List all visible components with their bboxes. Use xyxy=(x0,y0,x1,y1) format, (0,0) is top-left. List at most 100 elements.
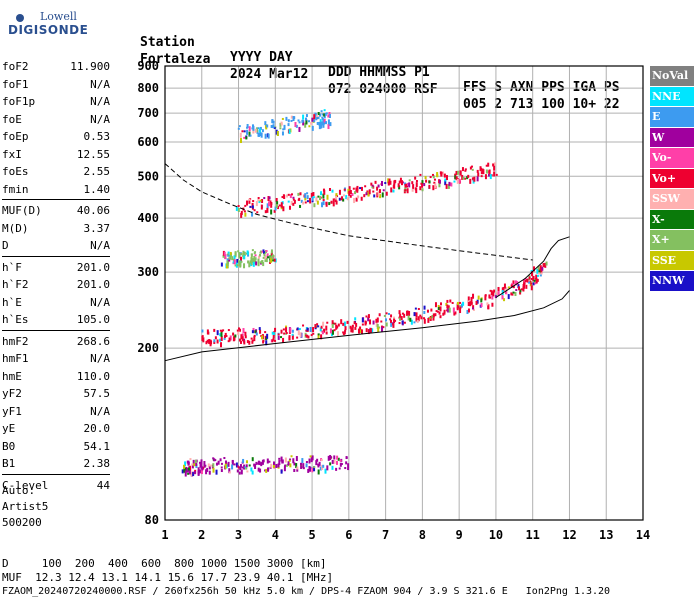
echo-point xyxy=(364,185,367,188)
echo-point xyxy=(258,201,261,204)
echo-point xyxy=(306,192,309,195)
echo-point xyxy=(255,332,258,336)
echo-point xyxy=(281,196,284,199)
echo-point xyxy=(540,269,543,274)
echo-point xyxy=(238,260,241,264)
header-row-1: Station YYYY DAY DDD HHMMSS P1 FFS S AXN… xyxy=(140,20,620,95)
echo-point xyxy=(259,250,262,254)
echo-point xyxy=(240,212,243,218)
echo-point xyxy=(461,167,464,172)
echo-point xyxy=(531,271,534,277)
echo-point xyxy=(455,176,458,181)
param-label: h`Es xyxy=(2,313,29,326)
echo-point xyxy=(278,457,281,460)
echo-point xyxy=(261,335,264,340)
echo-point xyxy=(484,295,487,301)
echo-point xyxy=(544,262,547,268)
echo-point xyxy=(237,466,240,469)
echo-point xyxy=(398,322,401,325)
echo-point xyxy=(261,459,264,465)
echo-point xyxy=(385,318,388,322)
echo-point xyxy=(243,251,246,256)
param-label: h`E xyxy=(2,295,22,309)
echo-point xyxy=(541,266,544,271)
echo-point xyxy=(393,180,396,185)
echo-point xyxy=(232,332,235,336)
echo-point xyxy=(293,116,296,120)
echo-point xyxy=(360,196,363,201)
echo-point xyxy=(277,463,280,468)
echo-point xyxy=(344,326,347,331)
echo-point xyxy=(285,194,288,198)
echo-point xyxy=(307,335,310,339)
plot-frame xyxy=(164,65,644,521)
echo-point xyxy=(269,260,272,264)
echo-point xyxy=(331,465,334,470)
echo-point xyxy=(244,204,247,207)
echo-point xyxy=(288,459,291,462)
echo-point xyxy=(335,467,338,471)
echo-point xyxy=(220,466,223,469)
echo-point xyxy=(312,327,315,333)
echo-point xyxy=(408,179,411,182)
echo-point xyxy=(328,202,331,206)
echo-point xyxy=(320,191,323,196)
echo-point xyxy=(308,458,311,464)
header-row-2: Fortaleza 2024 Mar12 072 024000 RSF 005 … xyxy=(140,37,620,112)
echo-point xyxy=(262,256,265,259)
echo-point xyxy=(471,168,474,171)
param-row: M(D) 3.37 xyxy=(2,220,110,238)
echo-point xyxy=(489,174,492,180)
echo-point xyxy=(294,121,297,127)
echo-point xyxy=(353,198,356,204)
echo-point xyxy=(246,252,249,255)
echo-point xyxy=(467,308,470,313)
echo-point xyxy=(327,114,330,118)
echo-point xyxy=(274,327,277,332)
echo-point xyxy=(281,459,284,464)
echo-point xyxy=(438,311,441,315)
echo-point xyxy=(404,183,407,188)
param-row: hmE 110.0 xyxy=(2,368,110,386)
echo-point xyxy=(253,252,256,255)
echo-point xyxy=(343,321,346,327)
echo-point xyxy=(266,253,269,259)
echo-point xyxy=(321,331,324,335)
echo-point xyxy=(259,199,262,202)
echo-point xyxy=(267,467,270,471)
echo-point xyxy=(435,310,438,313)
virtual-height-profile-line xyxy=(164,290,570,362)
echo-point xyxy=(239,261,242,267)
echo-point xyxy=(365,328,368,333)
echo-point xyxy=(262,262,265,267)
param-separator xyxy=(2,473,110,475)
param-row: fmin 1.40 xyxy=(2,181,110,199)
echo-point xyxy=(510,292,513,296)
echo-point xyxy=(296,327,299,331)
echo-point xyxy=(281,461,284,464)
echo-point xyxy=(519,291,522,295)
echo-point xyxy=(250,337,253,340)
echo-point xyxy=(347,463,350,469)
echo-point xyxy=(380,320,383,323)
echo-point xyxy=(529,280,532,283)
echo-point xyxy=(322,201,325,206)
echo-point xyxy=(428,180,431,184)
echo-point xyxy=(445,183,448,189)
echo-point xyxy=(287,123,290,127)
echo-point xyxy=(259,254,262,257)
echo-point xyxy=(525,278,528,281)
echo-point xyxy=(320,110,323,113)
echo-point xyxy=(492,163,495,167)
echo-point xyxy=(446,299,449,303)
echo-point xyxy=(398,180,401,184)
echo-point xyxy=(486,302,489,306)
echo-point xyxy=(338,189,341,195)
echo-point xyxy=(240,256,243,262)
echo-point xyxy=(290,200,293,205)
echo-point xyxy=(273,258,276,262)
param-label: hmE xyxy=(2,369,22,383)
param-value: 1.40 xyxy=(83,182,111,196)
echo-point xyxy=(200,469,203,475)
echo-point xyxy=(323,122,326,125)
